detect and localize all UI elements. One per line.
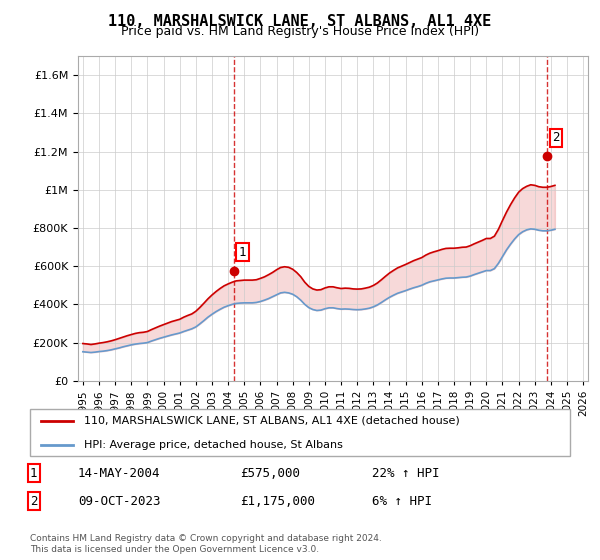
Text: £575,000: £575,000 — [240, 466, 300, 480]
Text: This data is licensed under the Open Government Licence v3.0.: This data is licensed under the Open Gov… — [30, 545, 319, 554]
Text: £1,175,000: £1,175,000 — [240, 494, 315, 508]
Text: 14-MAY-2004: 14-MAY-2004 — [78, 466, 161, 480]
Text: 2: 2 — [552, 131, 560, 144]
Text: Price paid vs. HM Land Registry's House Price Index (HPI): Price paid vs. HM Land Registry's House … — [121, 25, 479, 38]
Text: Contains HM Land Registry data © Crown copyright and database right 2024.: Contains HM Land Registry data © Crown c… — [30, 534, 382, 543]
FancyBboxPatch shape — [30, 409, 570, 456]
Text: 22% ↑ HPI: 22% ↑ HPI — [372, 466, 439, 480]
Text: 2: 2 — [30, 494, 37, 508]
Text: 1: 1 — [30, 466, 37, 480]
Text: 09-OCT-2023: 09-OCT-2023 — [78, 494, 161, 508]
Text: 110, MARSHALSWICK LANE, ST ALBANS, AL1 4XE: 110, MARSHALSWICK LANE, ST ALBANS, AL1 4… — [109, 14, 491, 29]
Text: 6% ↑ HPI: 6% ↑ HPI — [372, 494, 432, 508]
Text: 110, MARSHALSWICK LANE, ST ALBANS, AL1 4XE (detached house): 110, MARSHALSWICK LANE, ST ALBANS, AL1 4… — [84, 416, 460, 426]
Text: 1: 1 — [239, 246, 247, 259]
Text: HPI: Average price, detached house, St Albans: HPI: Average price, detached house, St A… — [84, 440, 343, 450]
